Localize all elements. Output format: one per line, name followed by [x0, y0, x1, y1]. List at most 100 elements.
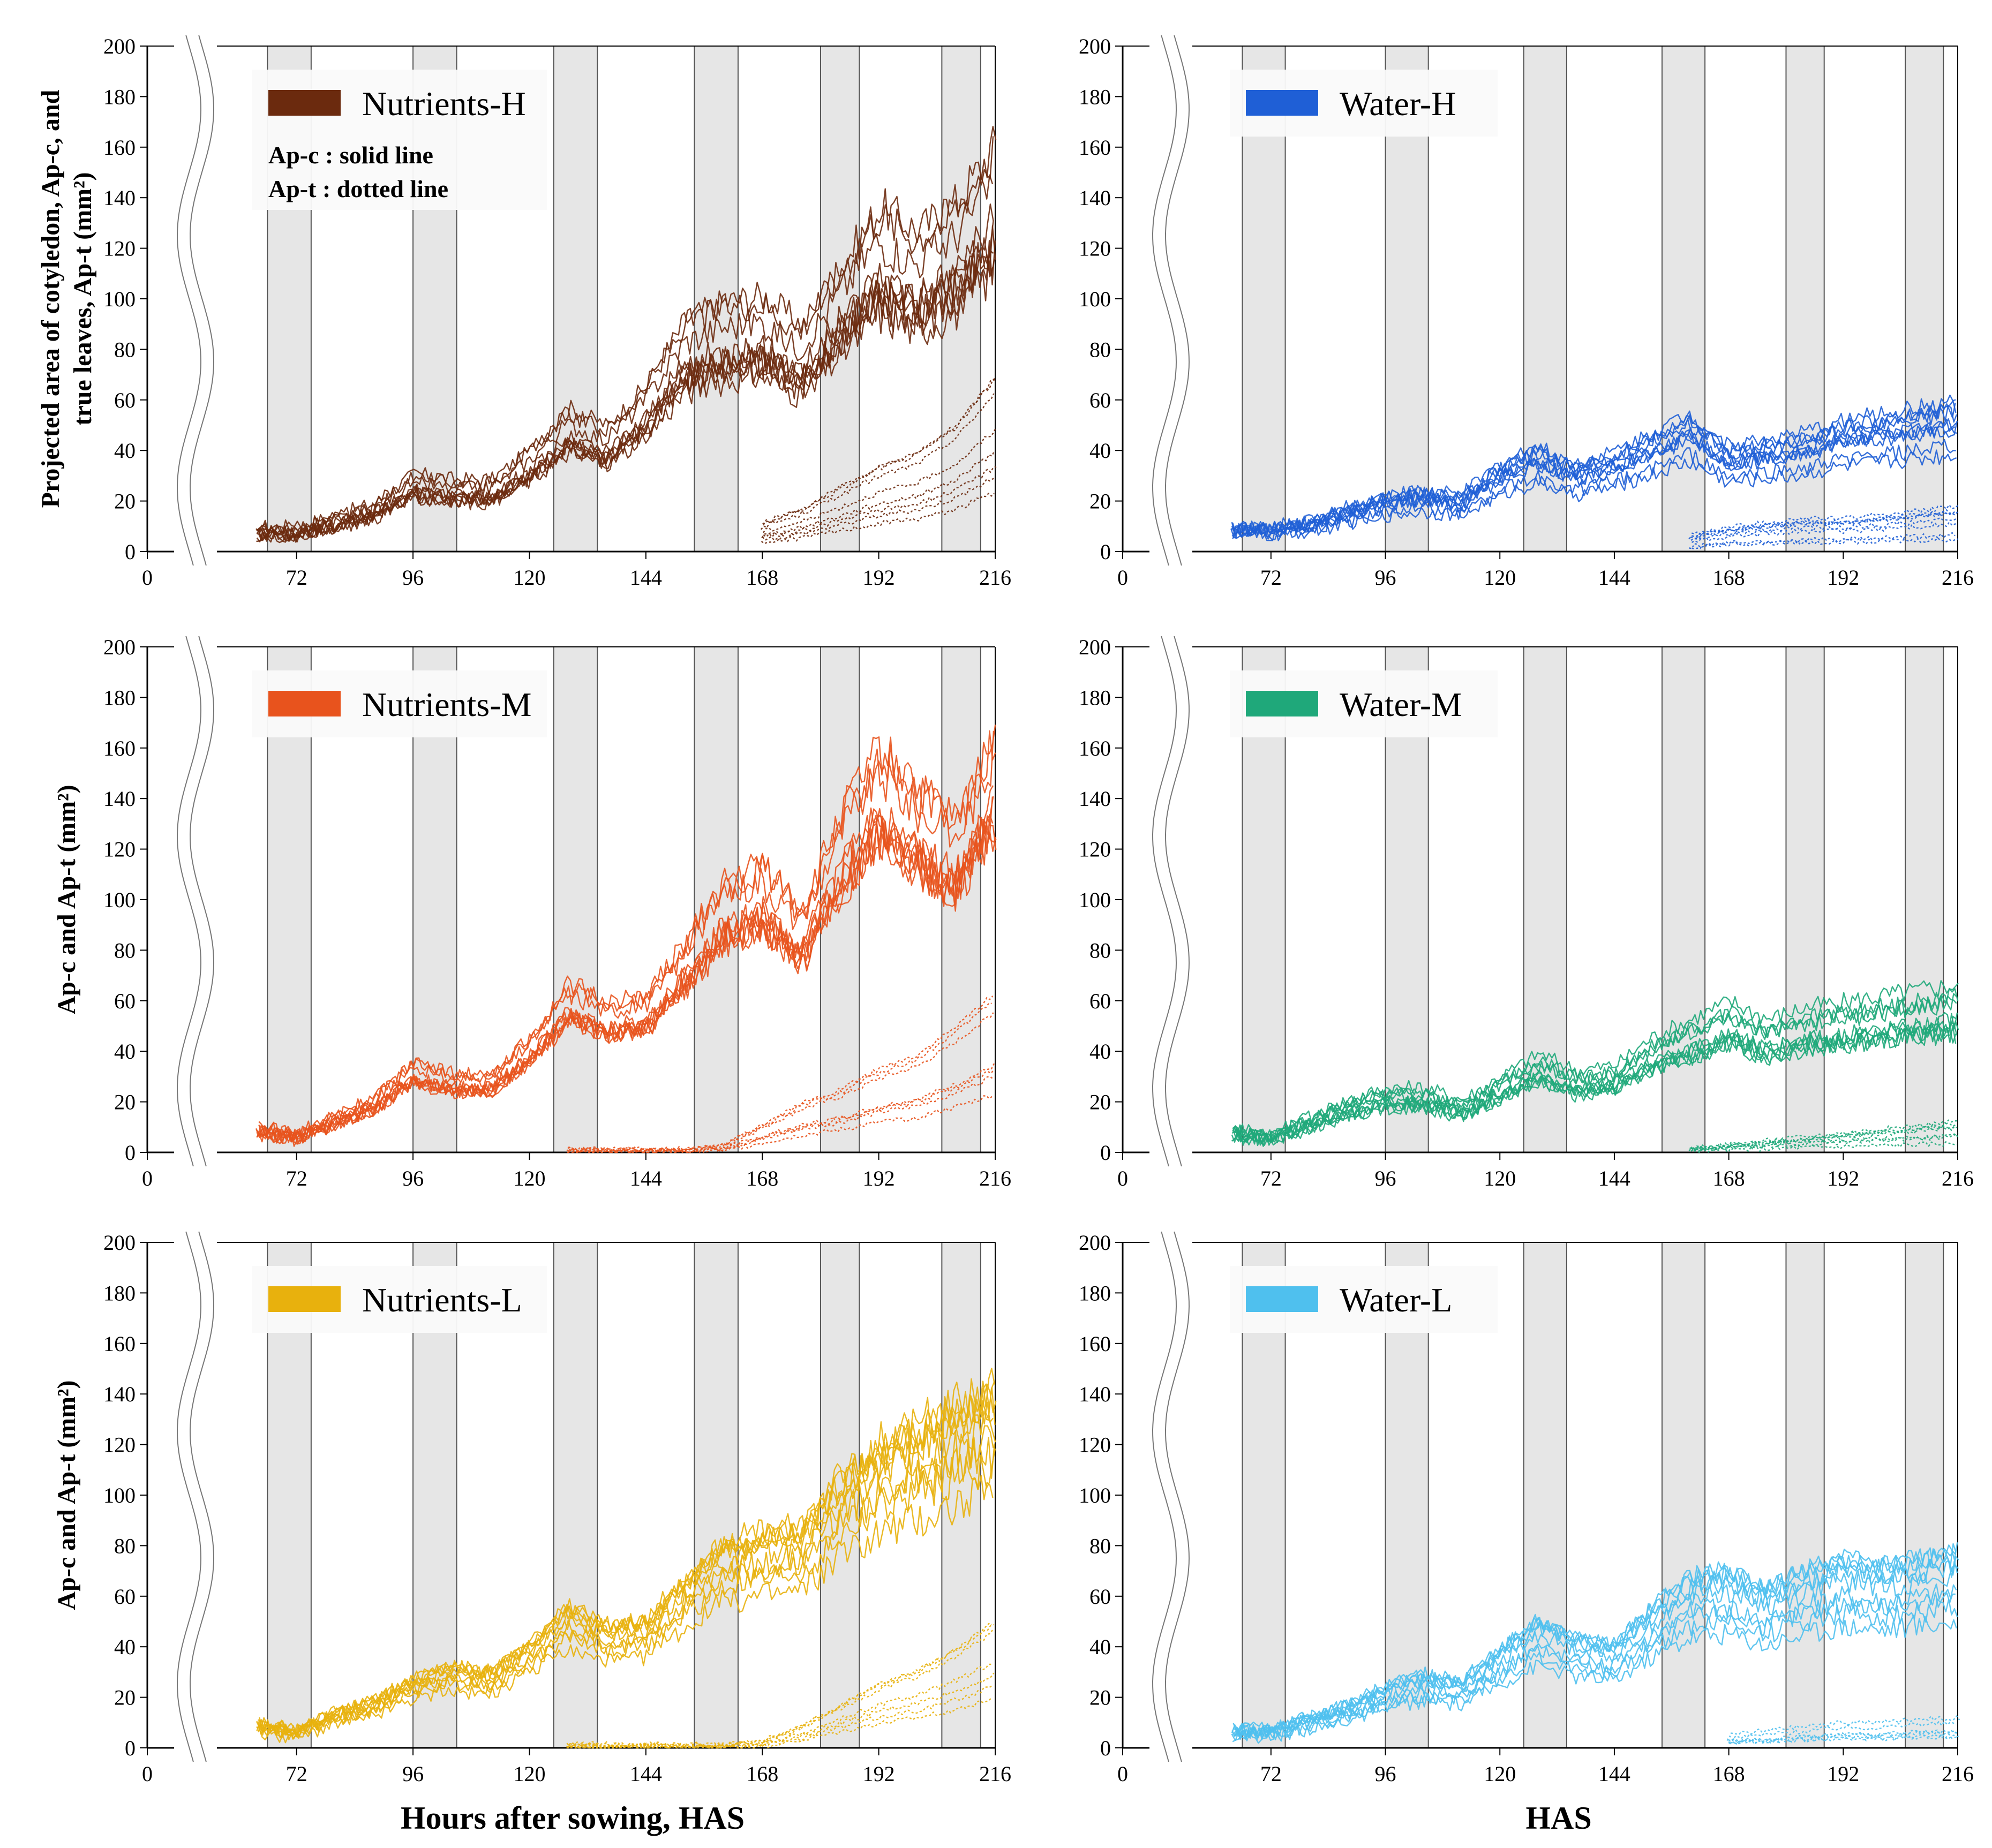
- ap-t-line-0: [566, 1623, 993, 1749]
- axis-break-wave-right: [189, 1231, 215, 1762]
- legend-nutrients-l: Nutrients-L: [252, 1266, 547, 1333]
- ap-c-line-4: [259, 818, 997, 1145]
- x-tick-label-216: 216: [1942, 1762, 1974, 1786]
- axis-break-wave-left: [1152, 636, 1177, 1167]
- y-tick-label-120: 120: [1079, 237, 1111, 261]
- y-tick-label-160: 160: [103, 135, 136, 160]
- y-tick-label-140: 140: [103, 787, 136, 811]
- x-tick-label-72: 72: [286, 1762, 307, 1786]
- y-tick-label-200: 200: [103, 635, 136, 659]
- y-tick-label-140: 140: [1079, 1382, 1111, 1406]
- y-tick-label-140: 140: [1079, 787, 1111, 811]
- dark-period-4: [820, 646, 860, 1153]
- series-group-water-m: [1231, 980, 1959, 1153]
- ap-t-line-5: [568, 1076, 994, 1153]
- ap-c-line-6: [256, 220, 994, 542]
- ap-c-line-9: [256, 203, 994, 542]
- y-tick-label-200: 200: [103, 34, 136, 58]
- y-tick-label-120: 120: [103, 237, 136, 261]
- ap-c-line-7: [1234, 1020, 1959, 1145]
- axis-break-wave-left: [176, 1231, 202, 1762]
- chart-nutrients-m: 0 20 40 60 80 100 120 140 160 180 200 0 72 96 120 144 16…: [52, 635, 1011, 1190]
- chart-water-m: 0 20 40 60 80 100 120 140 160 180 200 0 72 96 120 144 16…: [1079, 635, 1974, 1190]
- ap-c-line-5: [257, 1381, 995, 1737]
- ap-c-line-5: [1233, 987, 1959, 1143]
- x-tick-label-120: 120: [513, 1762, 545, 1786]
- ap-t-line-2: [1688, 532, 1956, 549]
- axis-break-mask: [1149, 35, 1192, 568]
- x-tick-label-120: 120: [1484, 1166, 1516, 1190]
- ap-t-line-7: [1692, 537, 1958, 549]
- y-tick-label-100: 100: [103, 1483, 136, 1507]
- axis-break-mask: [174, 1232, 217, 1764]
- x-tick-label-192: 192: [863, 1762, 895, 1786]
- x-tick-label-144: 144: [630, 1166, 662, 1190]
- x-tick-label-192: 192: [1827, 565, 1859, 590]
- y-tick-label-160: 160: [1079, 135, 1111, 160]
- axis-break: [1149, 35, 1192, 568]
- ap-t-line-0: [1690, 512, 1957, 539]
- ap-t-line-2: [568, 1624, 994, 1747]
- x-tick-label-168: 168: [746, 1762, 778, 1786]
- axis-break-mask: [174, 35, 217, 568]
- ap-t-line-0: [567, 995, 994, 1153]
- y-tick-label-40: 40: [1089, 439, 1111, 463]
- y-tick-label-120: 120: [103, 1433, 136, 1457]
- ap-c-line-0: [1232, 1615, 1957, 1744]
- x-tick-label-216: 216: [979, 1166, 1011, 1190]
- ap-c-line-3: [255, 814, 994, 1147]
- note-solid: Ap-c : solid line: [268, 141, 433, 169]
- legend-swatch: [268, 90, 341, 116]
- ap-t-line-4: [1728, 1729, 1958, 1743]
- ap-t-line-4: [568, 1012, 994, 1152]
- ap-c-line-4: [1232, 418, 1957, 538]
- dark-period-5: [941, 646, 981, 1153]
- y-tick-label-120: 120: [103, 838, 136, 862]
- x-tick-label-72: 72: [1260, 1762, 1282, 1786]
- y-tick-label-60: 60: [114, 989, 136, 1013]
- x-axis-title-right: HAS: [1525, 1800, 1591, 1836]
- ap-t-line-1: [762, 477, 996, 541]
- ap-t-line-1: [566, 1663, 992, 1749]
- ap-t-line-1: [1730, 1733, 1960, 1745]
- dark-period-2: [1523, 46, 1567, 552]
- y-tick-label-40: 40: [114, 439, 136, 463]
- y-tick-label-120: 120: [1079, 1433, 1111, 1457]
- ap-c-line-9: [1233, 1558, 1958, 1739]
- y-tick-label-100: 100: [1079, 1483, 1111, 1507]
- ap-t-line-3: [1690, 1119, 1957, 1151]
- dark-period-2: [1523, 1242, 1567, 1748]
- y-tick-label-60: 60: [1089, 388, 1111, 412]
- y-tick-label-180: 180: [1079, 685, 1111, 710]
- y-tick-label-20: 20: [114, 489, 136, 514]
- x-tick-label-168: 168: [1713, 565, 1745, 590]
- axis-break-wave-right: [1164, 1231, 1190, 1762]
- ap-c-line-8: [1231, 1012, 1957, 1143]
- ap-t-line-2: [763, 427, 997, 533]
- legend-label: Water-H: [1340, 85, 1456, 123]
- ap-t-line-5: [761, 450, 996, 538]
- y-axis-title-line-2: true leaves, Ap-t (mm²): [69, 172, 97, 426]
- x-tick-label-144: 144: [630, 1762, 662, 1786]
- ap-t-line-3: [567, 1685, 993, 1749]
- x-tick-label-168: 168: [1713, 1166, 1745, 1190]
- series-group-water-h: [1230, 394, 1958, 549]
- ap-c-line-8: [1231, 420, 1957, 537]
- x-tick-label-120: 120: [513, 1166, 545, 1190]
- x-tick-label-0: 0: [142, 565, 153, 590]
- ap-t-line-5: [1691, 521, 1958, 543]
- x-axis-title-left: Hours after sowing, HAS: [401, 1800, 745, 1836]
- ap-c-line-9: [1231, 403, 1956, 537]
- x-tick-label-0: 0: [142, 1762, 153, 1786]
- dark-period-4: [1785, 646, 1825, 1153]
- note-dotted: Ap-t : dotted line: [268, 175, 448, 202]
- x-tick-label-96: 96: [1375, 1762, 1396, 1786]
- y-axis-title: Ap-c and Ap-t (mm²): [52, 1380, 81, 1610]
- y-tick-label-160: 160: [103, 736, 136, 760]
- y-tick-label-80: 80: [114, 938, 136, 962]
- x-tick-label-192: 192: [863, 1166, 895, 1190]
- x-tick-label-0: 0: [1117, 1166, 1128, 1190]
- ap-c-line-9: [258, 1448, 996, 1740]
- legend-label: Nutrients-L: [362, 1281, 522, 1319]
- x-tick-label-72: 72: [286, 1166, 307, 1190]
